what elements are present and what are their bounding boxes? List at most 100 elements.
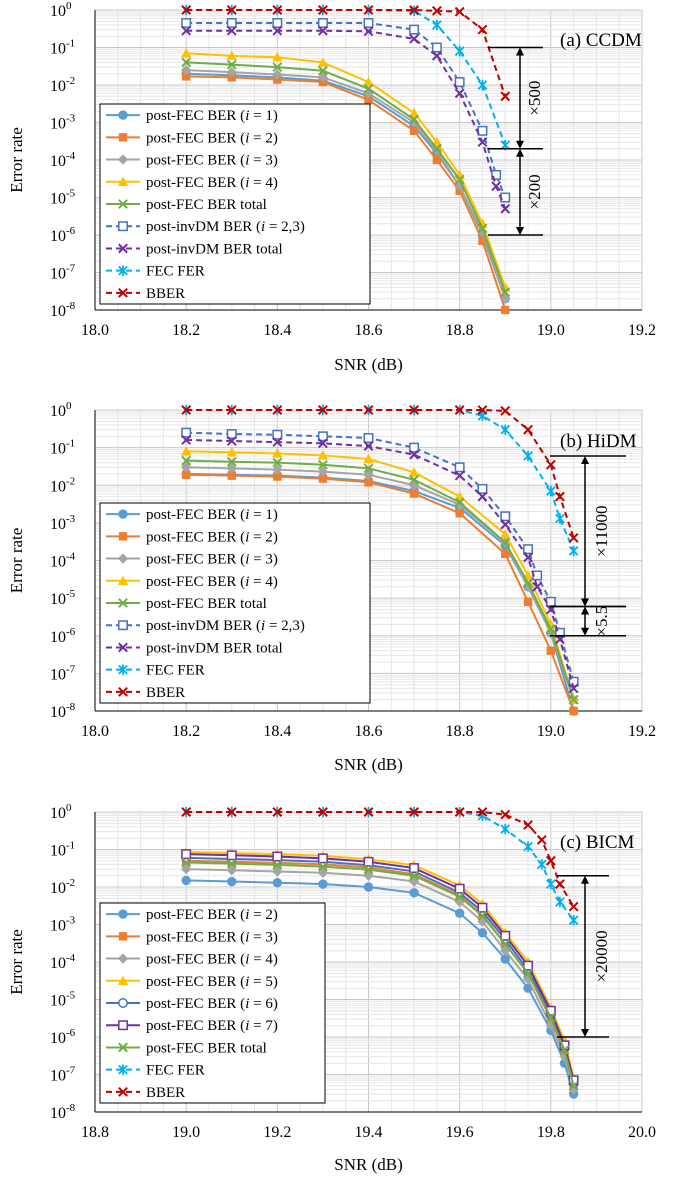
y-tick-label: 10-6 [50, 626, 76, 646]
ratio-annotation: ×20000 [557, 874, 611, 1038]
y-tick-label: 10-6 [50, 1027, 76, 1047]
x-axis-label: SNR (dB) [334, 755, 402, 774]
legend-marker [117, 553, 129, 564]
data-point [500, 91, 511, 102]
legend-label: post-FEC BER (i = 4) [146, 574, 278, 590]
data-point [477, 223, 488, 234]
data-point [454, 462, 465, 473]
y-tick-label: 10-4 [50, 952, 76, 972]
data-point [409, 405, 419, 415]
x-tick-label: 18.4 [263, 322, 291, 339]
x-tick-label: 19.8 [537, 1124, 565, 1141]
ratio-label: ×500 [525, 81, 544, 116]
x-tick-label: 19.0 [537, 723, 565, 740]
legend-marker [118, 1086, 128, 1097]
data-point [500, 809, 511, 820]
series-bber [181, 405, 579, 543]
x-tick-label: 18.2 [172, 723, 200, 740]
legend: post-FEC BER (i = 1) post-FEC BER (i = 2)… [99, 103, 371, 305]
data-point [363, 83, 374, 94]
data-point [317, 853, 328, 864]
legend-label: BBER [146, 286, 185, 302]
x-tick-label: 19.2 [628, 322, 656, 339]
x-tick-label: 18.6 [355, 723, 383, 740]
data-point [272, 5, 283, 15]
legend-marker [118, 998, 128, 1008]
data-point [226, 405, 237, 415]
data-point [454, 807, 465, 817]
x-tick-label: 18.8 [446, 723, 474, 740]
legend-label: post-FEC BER (i = 2) [146, 529, 278, 545]
data-point [226, 456, 237, 467]
ratio-label: ×200 [525, 174, 544, 209]
x-axis-label: SNR (dB) [334, 355, 402, 374]
ratio-label: ×5.5 [592, 606, 611, 637]
legend-marker [118, 664, 128, 675]
data-point [477, 928, 488, 938]
data-point [272, 18, 283, 28]
data-point [500, 424, 511, 435]
data-point [181, 405, 192, 415]
data-point [318, 25, 328, 36]
legend-label: post-FEC BER total [146, 1040, 267, 1056]
data-point [568, 1080, 579, 1091]
data-point [409, 126, 419, 136]
x-tick-label: 19.2 [628, 723, 656, 740]
y-tick-label: 10-5 [50, 588, 76, 608]
data-point [545, 855, 556, 866]
data-point [272, 859, 283, 870]
data-point [491, 169, 502, 180]
x-tick-label: 19.0 [537, 322, 565, 339]
data-point [363, 870, 374, 881]
data-point [409, 474, 419, 485]
y-tick-label: 10-1 [50, 438, 75, 458]
data-point [318, 861, 328, 872]
data-point [523, 544, 533, 555]
data-point [545, 459, 556, 470]
data-point [555, 879, 565, 889]
data-point [431, 145, 443, 156]
legend-label: post-FEC BER (i = 4) [146, 952, 278, 968]
data-point [454, 88, 465, 99]
data-point [409, 888, 419, 898]
legend-label: post-FEC BER (i = 2) [146, 907, 278, 923]
data-point [317, 431, 328, 442]
x-tick-label: 19.6 [446, 1124, 474, 1141]
data-point [409, 33, 419, 44]
data-point [227, 471, 236, 480]
data-point [409, 489, 419, 498]
legend-label: post-FEC BER total [146, 197, 267, 213]
series-post-fec-ber-total [181, 57, 511, 298]
data-point [408, 467, 420, 477]
data-point [226, 429, 237, 439]
data-point [477, 491, 488, 502]
data-point [272, 457, 283, 468]
legend-marker [117, 575, 129, 585]
data-point [409, 5, 419, 15]
legend-marker [118, 243, 128, 254]
data-point [408, 107, 420, 118]
x-tick-label: 19.4 [355, 1124, 383, 1141]
data-point [226, 25, 237, 36]
data-point [363, 5, 374, 15]
data-point [363, 453, 374, 464]
legend-label: post-invDM BER (i = 2,3) [146, 618, 305, 634]
data-point [523, 450, 533, 462]
data-point [409, 870, 419, 881]
legend-label: post-FEC BER (i = 3) [146, 552, 278, 568]
y-tick-label: 10-6 [50, 225, 76, 245]
y-tick-label: 10-7 [50, 663, 76, 683]
x-tick-label: 19.2 [263, 1124, 291, 1141]
series-post-invdm-ber-i-2-3- [181, 427, 579, 687]
data-point [568, 532, 579, 543]
data-point [363, 807, 374, 817]
legend-marker [118, 598, 128, 608]
data-point [272, 429, 283, 440]
data-point [500, 945, 511, 956]
data-point [522, 973, 534, 985]
ratio-label: ×11000 [592, 505, 611, 556]
data-point [363, 441, 374, 451]
data-point [181, 807, 192, 817]
x-tick-label: 18.6 [355, 322, 383, 339]
